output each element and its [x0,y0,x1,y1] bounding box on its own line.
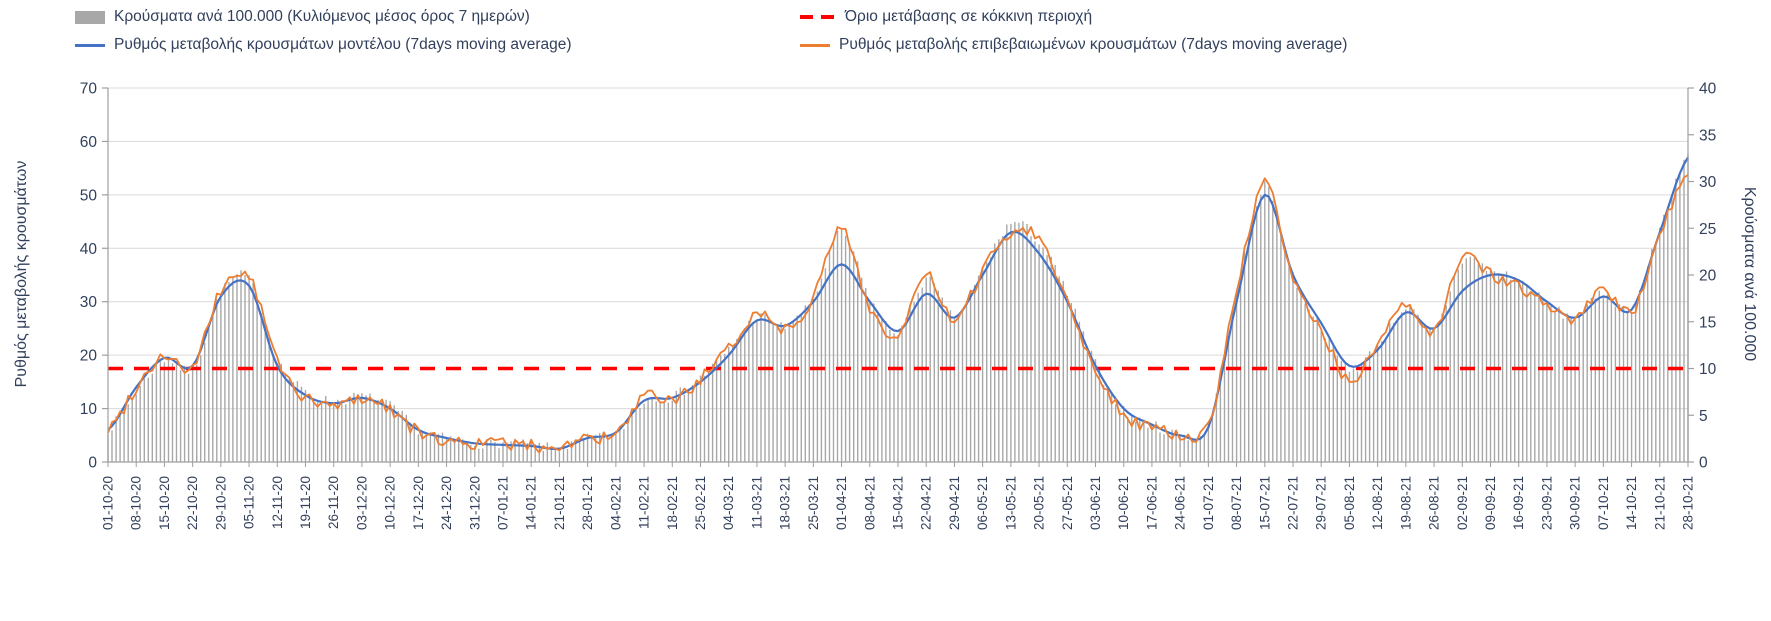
x-axis-tick-label: 21-10-21 [1652,476,1667,530]
x-axis-tick-label: 16-09-21 [1511,476,1526,530]
gridlines [108,87,1688,410]
x-axis-tick-label: 24-06-21 [1173,476,1188,530]
x-axis-tick-label: 27-05-21 [1060,476,1075,530]
x-axis-tick-label: 29-07-21 [1314,476,1329,530]
right-axis-tick-label: 35 [1699,127,1716,144]
legend-label-model-line: Ρυθμός μεταβολής κρουσμάτων μοντέλου (7d… [114,36,572,53]
x-axis-tick-label: 10-06-21 [1116,476,1131,530]
legend-item-model-line: Ρυθμός μεταβολής κρουσμάτων μοντέλου (7d… [75,36,572,54]
legend-label-cases-bars: Κρούσματα ανά 100.000 (Κυλιόμενος μέσος … [114,8,530,25]
x-axis-tick-label: 26-11-20 [326,476,341,529]
legend-item-threshold: Όριο μετάβασης σε κόκκινη περιοχή [800,8,1092,26]
x-axis-tick-label: 01-04-21 [834,476,849,530]
x-axis-tick-label: 14-01-21 [524,476,539,530]
x-axis-tick-label: 08-10-20 [129,476,144,530]
x-axis-tick-label: 17-12-20 [411,476,426,530]
x-axis-tick-label: 19-08-21 [1398,476,1413,530]
left-axis-tick-label: 20 [80,348,98,365]
x-axis-tick-label: 24-12-20 [439,476,454,530]
left-axis-tick-label: 10 [80,401,98,418]
y-axis-title-left: Ρυθμός μεταβολής κρουσμάτων [13,160,30,388]
right-axis-tick-label: 40 [1699,81,1717,98]
x-axis-tick-label: 30-09-21 [1568,476,1583,530]
x-axis-tick-label: 18-03-21 [778,476,793,530]
x-axis-tick-label: 01-10-20 [101,476,116,530]
x-axis-tick-label: 11-02-21 [637,476,652,529]
x-axis-tick-label: 22-10-20 [185,476,200,530]
right-axis-tick-label: 0 [1699,455,1708,472]
model-line-swatch [75,43,105,47]
confirmed-line-swatch [800,43,830,47]
x-axis-tick-label: 13-05-21 [1003,476,1018,530]
x-axis-tick-label: 11-03-21 [749,476,764,529]
legend-item-confirmed-line: Ρυθμός μεταβολής επιβεβαιωμένων κρουσμάτ… [800,36,1347,54]
x-axis-tick-label: 28-10-21 [1681,476,1696,530]
x-axis-tick-label: 12-11-20 [270,476,285,529]
confirmed-line [107,174,1689,454]
right-axis-tick-label: 25 [1699,221,1716,238]
x-axis-tick-label: 26-08-21 [1427,476,1442,530]
right-axis-tick-label: 30 [1699,174,1717,191]
x-axis-tick-label: 07-01-21 [496,476,511,530]
x-axis-tick-label: 22-07-21 [1286,476,1301,530]
x-axis-tick-label: 07-10-21 [1596,476,1611,530]
left-axis-tick-label: 50 [80,187,98,204]
x-axis-tick-label: 23-09-21 [1539,476,1554,530]
x-axis-tick-label: 15-10-20 [157,476,172,530]
x-axis-tick-label: 10-12-20 [383,476,398,530]
left-axis-tick-label: 40 [80,241,98,258]
x-axis-tick-label: 22-04-21 [919,476,934,530]
x-axis-tick-label: 14-10-21 [1624,476,1639,530]
left-axis-tick-label: 0 [88,455,97,472]
right-axis-tick-label: 5 [1699,408,1708,425]
right-axis-tick-label: 10 [1699,361,1717,378]
x-axis-tick-label: 25-02-21 [693,476,708,530]
x-axis-tick-label: 25-03-21 [806,476,821,530]
x-axis-tick-label: 12-08-21 [1370,476,1385,530]
threshold-line-swatch [800,15,836,19]
right-axis-tick-label: 15 [1699,314,1716,331]
x-axis-tick-label: 21-01-21 [552,476,567,530]
x-axis-tick-label: 03-06-21 [1088,476,1103,530]
right-axis-tick-label: 20 [1699,268,1717,285]
x-axis-tick-label: 28-01-21 [580,476,595,530]
x-axis-tick-label: 08-07-21 [1229,476,1244,530]
x-axis-tick-label: 19-11-20 [298,476,313,529]
x-axis-tick-label: 15-04-21 [891,476,906,530]
x-axis-tick-label: 02-09-21 [1455,476,1470,530]
left-axis-tick-label: 70 [80,81,98,98]
x-axis-tick-label: 18-02-21 [665,476,680,530]
x-axis-tick-label: 29-10-20 [213,476,228,530]
legend-item-cases-bars: Κρούσματα ανά 100.000 (Κυλιόμενος μέσος … [75,8,530,26]
x-axis-tick-label: 04-02-21 [608,476,623,530]
x-axis-tick-label: 17-06-21 [1144,476,1159,530]
x-axis-tick-label: 06-05-21 [975,476,990,530]
x-axis-tick-label: 20-05-21 [1032,476,1047,530]
x-axis-tick-label: 29-04-21 [947,476,962,530]
legend-label-threshold: Όριο μετάβασης σε κόκκινη περιοχή [845,8,1093,25]
x-axis-tick-label: 08-04-21 [862,476,877,530]
axes: 0 10 20 30 40 50 60 70 0 5 10 15 20 25 30 35 40 01-10-20 0… [80,81,1717,531]
x-axis-tick-label: 03-12-20 [354,476,369,530]
x-axis-tick-label: 01-07-21 [1201,476,1216,530]
x-axis-tick-label: 05-11-20 [242,476,257,529]
y-axis-title-right: Κρούσματα ανά 100.000 [1741,186,1758,362]
left-axis-tick-label: 60 [80,134,98,151]
x-axis-tick-label: 05-08-21 [1342,476,1357,530]
x-axis-tick-label: 09-09-21 [1483,476,1498,530]
x-axis-tick-label: 15-07-21 [1257,476,1272,530]
x-axis-tick-label: 04-03-21 [721,476,736,530]
legend-label-confirmed-line: Ρυθμός μεταβολής επιβεβαιωμένων κρουσμάτ… [839,36,1348,53]
x-axis-tick-label: 31-12-20 [467,476,482,530]
left-axis-tick-label: 30 [80,294,98,311]
bar-series-swatch [75,10,105,24]
